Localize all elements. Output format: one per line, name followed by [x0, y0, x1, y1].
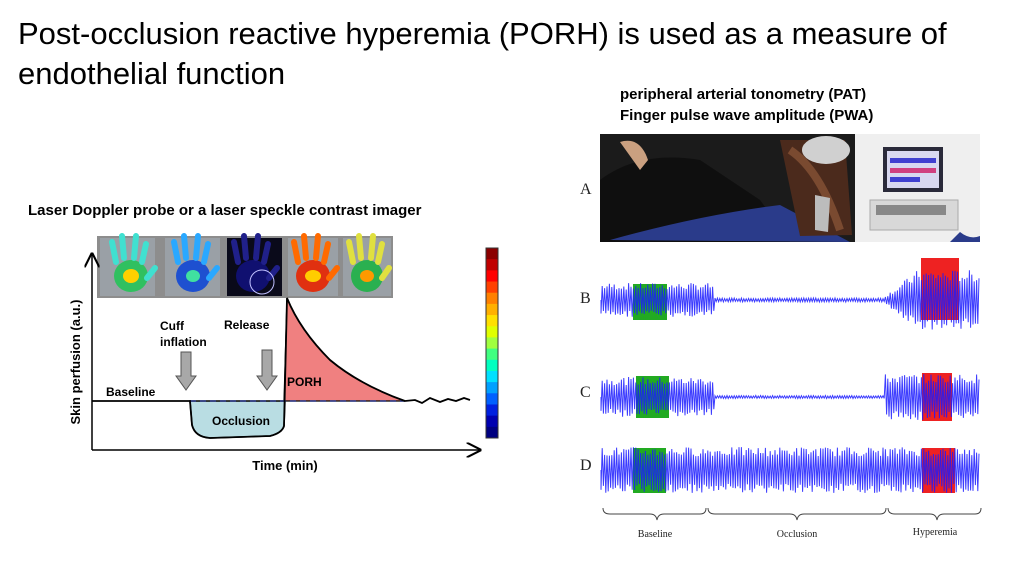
colorbar-segment: [486, 404, 498, 417]
colorbar-segment: [486, 315, 498, 327]
colorbar-segment: [486, 281, 498, 294]
phase-label-occlusion: Occlusion: [777, 529, 818, 540]
colorbar-segment: [486, 426, 498, 439]
x-axis-label: Time (min): [252, 458, 318, 473]
phase-label-baseline: Baseline: [638, 529, 673, 540]
row-label-c: C: [580, 384, 591, 401]
hand-thermal-images: [97, 233, 393, 298]
pat-heading-line2: Finger pulse wave amplitude (PWA): [620, 107, 874, 124]
colorbar-segment: [486, 393, 498, 405]
phase-label-hyperemia: Hyperemia: [913, 527, 958, 538]
colorbar-segment: [486, 337, 498, 350]
hand-image-4: [288, 233, 340, 296]
slide-title: Post-occlusion reactive hyperemia (PORH)…: [18, 16, 947, 91]
occlusion-brace: [707, 507, 887, 521]
hand-image-5: [343, 233, 392, 296]
baseline-brace: [602, 507, 707, 521]
colorbar-segment: [486, 270, 498, 283]
release-label: Release: [224, 318, 270, 332]
waveform-b: [600, 270, 980, 330]
hyperemia-brace: [887, 507, 982, 521]
colorbar-segment: [486, 359, 498, 372]
porh-label: PORH: [287, 375, 322, 389]
colorbar-segment: [486, 370, 498, 383]
waveform-c: [600, 374, 980, 420]
colorbar-segment: [486, 303, 498, 316]
release-arrow: [256, 349, 278, 391]
colorbar-segment: [486, 292, 498, 305]
perfusion-trace: [92, 297, 471, 439]
pat-heading: peripheral arterial tonometry (PAT) Fing…: [620, 84, 873, 126]
colorbar-segment: [486, 326, 498, 338]
colorbar-segment: [486, 259, 498, 271]
row-label-b: B: [580, 290, 591, 307]
pulse-waveforms: [600, 270, 980, 493]
laser-doppler-heading: Laser Doppler probe or a laser speckle c…: [28, 202, 422, 219]
colorbar-segment: [486, 248, 498, 260]
waveform-d: [600, 447, 980, 493]
cuff-label-line1: Cuff: [160, 319, 185, 333]
hand-image-2: [165, 233, 220, 296]
baseline-label: Baseline: [106, 385, 156, 399]
row-label-d: D: [580, 457, 592, 474]
hand-image-1: [100, 233, 158, 296]
cuff-inflation-arrow: [175, 351, 197, 391]
perfusion-colorbar: [485, 247, 499, 439]
colorbar-segment: [486, 382, 498, 394]
colorbar-segment: [486, 415, 498, 428]
colorbar-border: [485, 247, 499, 439]
occlusion-label: Occlusion: [212, 414, 270, 428]
y-axis-label: Skin perfusion (a.u.): [68, 300, 83, 425]
hand-image-3: [227, 233, 282, 296]
porh-schematic: Skin perfusion (a.u.) Time (min) Baselin…: [68, 233, 499, 473]
cuff-label-line2: inflation: [160, 335, 207, 349]
pat-device-photo: [600, 134, 980, 242]
row-label-a: A: [580, 181, 592, 198]
colorbar-segment: [486, 348, 498, 361]
pat-figure: A B C D: [580, 134, 982, 540]
pat-heading-line1: peripheral arterial tonometry (PAT): [620, 86, 867, 103]
